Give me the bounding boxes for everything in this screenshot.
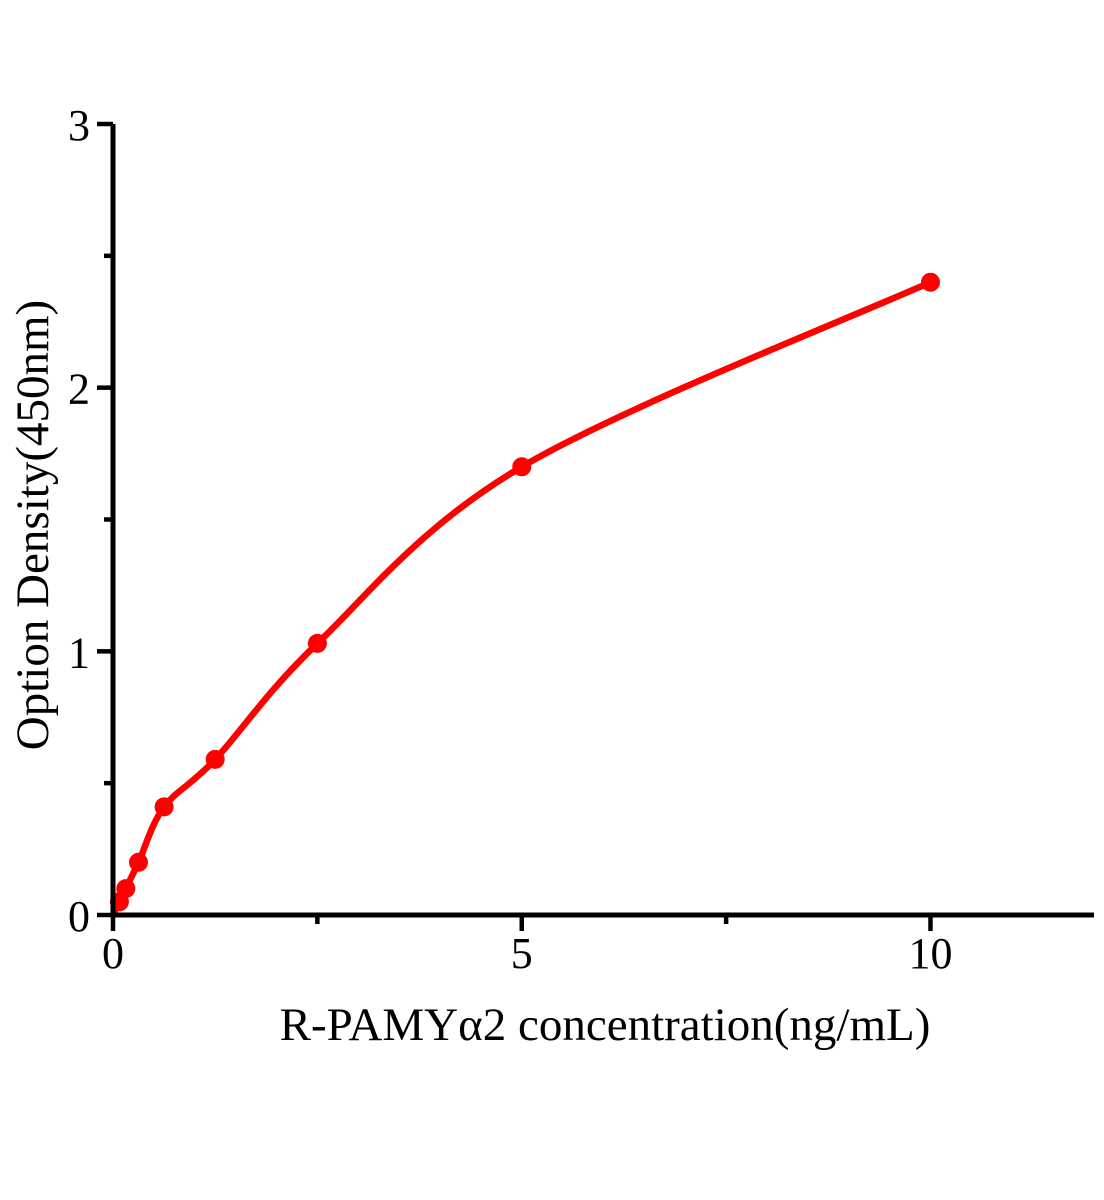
data-point <box>512 457 532 477</box>
x-axis-label: R-PAMYα2 concentration(ng/mL) <box>280 999 931 1051</box>
y-tick-label: 2 <box>68 365 90 414</box>
fit-curve <box>109 278 934 919</box>
x-tick-label: 10 <box>909 929 953 978</box>
data-point <box>129 852 148 872</box>
data-point <box>205 749 225 769</box>
x-tick-label: 0 <box>102 929 124 978</box>
y-tick-label: 1 <box>68 628 90 677</box>
axes-layer: 0 5 10 0 1 2 3 <box>68 101 1094 978</box>
data-point <box>116 879 136 899</box>
axis-frame <box>110 124 1094 918</box>
y-tick-label: 3 <box>68 101 90 150</box>
data-point <box>154 797 174 817</box>
data-point <box>921 272 940 292</box>
data-point <box>307 633 327 653</box>
x-tick-label: 5 <box>511 929 533 978</box>
series-layer <box>109 272 940 919</box>
y-axis-label: Option Density(450nm) <box>7 300 59 750</box>
y-tick-label: 0 <box>68 892 90 941</box>
